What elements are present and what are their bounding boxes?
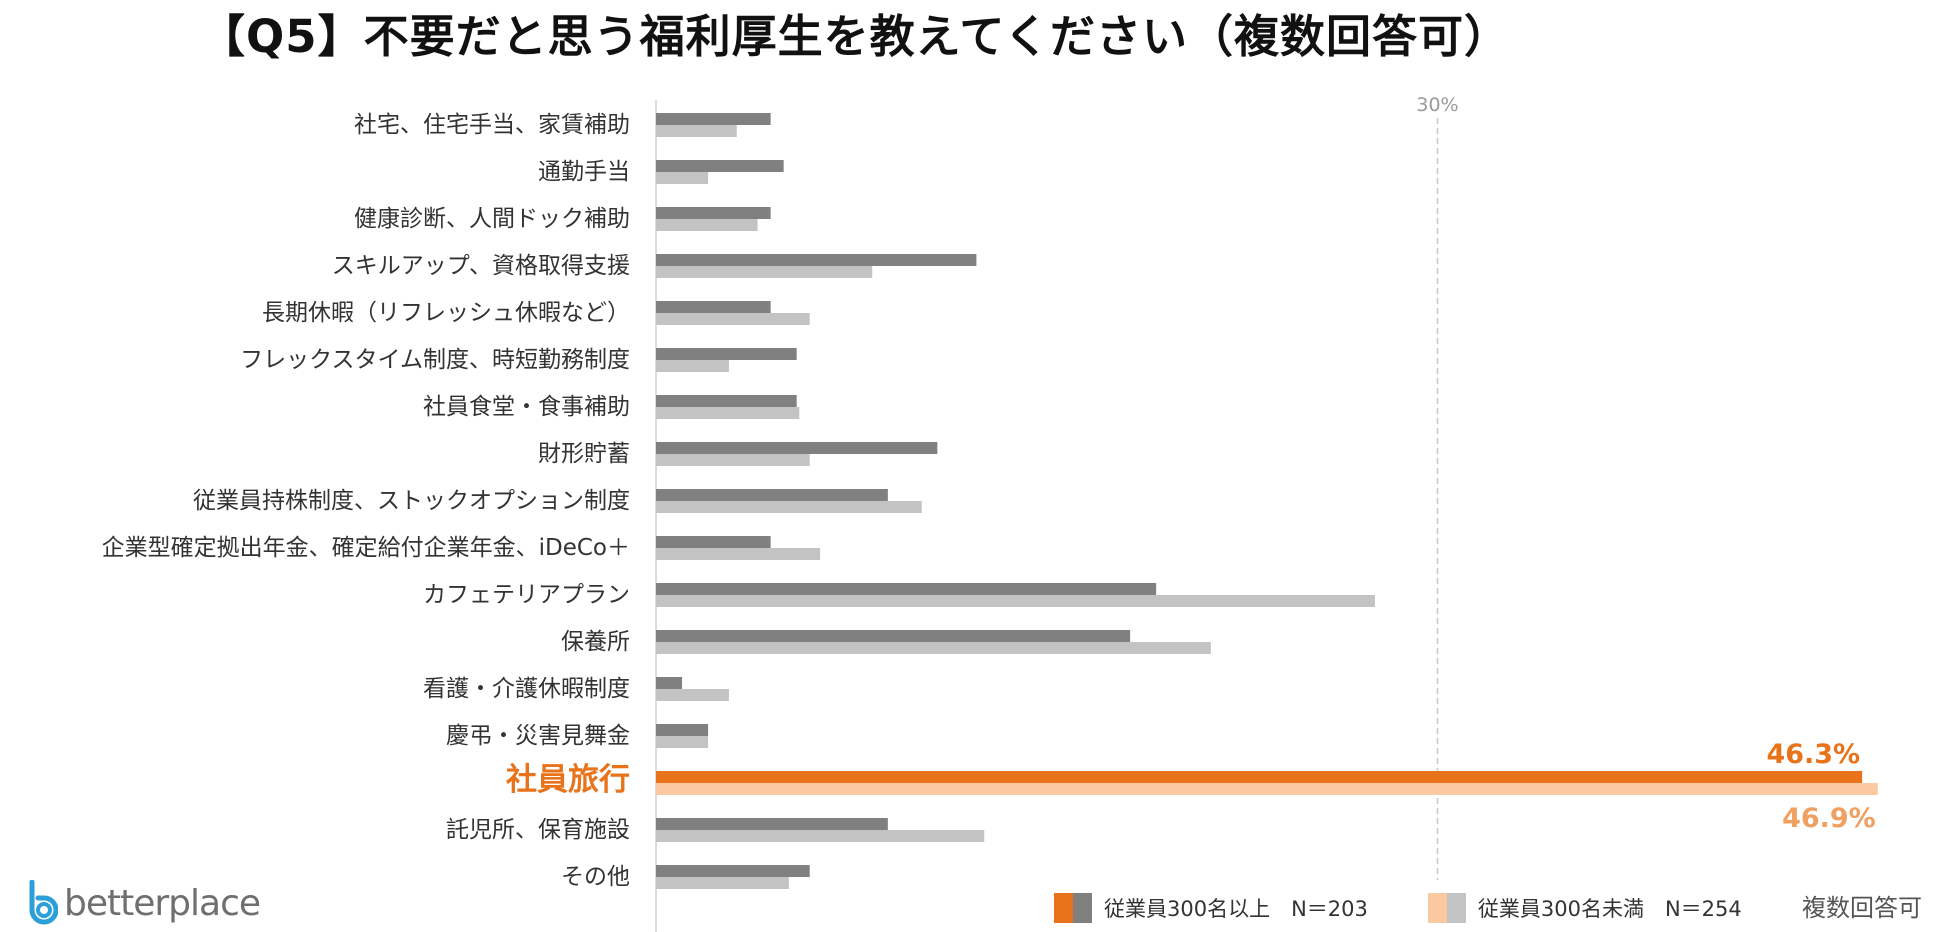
bar-series-b [656, 501, 922, 513]
bar-series-a [656, 489, 888, 501]
bar-series-a [656, 536, 771, 548]
legend: 従業員300名以上 N＝203 従業員300名未満 N＝254 [1054, 890, 1802, 926]
category-label: フレックスタイム制度、時短勤務制度 [240, 347, 630, 373]
bar-series-b [656, 830, 985, 842]
bar-series-a [656, 865, 810, 877]
reference-line-label: 30% [1416, 94, 1458, 116]
data-label-series-a: 46.3% [1766, 739, 1860, 770]
bar-series-b [656, 360, 729, 372]
bar-series-b [656, 172, 709, 184]
category-label: 託児所、保育施設 [446, 817, 630, 843]
legend-swatch-a [1054, 893, 1092, 923]
bar-series-a [656, 160, 784, 172]
bar-series-a [656, 254, 977, 266]
legend-label-a: 従業員300名以上 N＝203 [1104, 897, 1368, 921]
bar-series-a [656, 113, 771, 125]
category-label: 看護・介護休暇制度 [423, 676, 630, 702]
logo: betterplace [24, 878, 261, 928]
category-label: 企業型確定拠出年金、確定給付企業年金、iDeCo＋ [102, 535, 630, 561]
bar-series-b [656, 689, 729, 701]
legend-item-series-a: 従業員300名以上 N＝203 [1054, 893, 1368, 923]
bar-series-b [656, 313, 810, 325]
bar-series-a [656, 583, 1157, 595]
bar-series-b [656, 219, 758, 231]
page-title: 【Q5】不要だと思う福利厚生を教えてください（複数回答可） [200, 10, 1510, 63]
bar-series-a [656, 348, 797, 360]
bar-series-a [656, 395, 797, 407]
logo-text: betterplace [64, 882, 261, 924]
category-label: 財形貯蓄 [538, 441, 630, 467]
bar-series-b [656, 783, 1878, 795]
category-label: 社宅、住宅手当、家賃補助 [354, 112, 630, 138]
legend-swatch-b [1427, 893, 1466, 923]
category-label: 健康診断、人間ドック補助 [354, 206, 630, 232]
bar-series-b [656, 454, 810, 466]
footnote: 複数回答可 [1802, 894, 1922, 922]
category-label: 慶弔・災害見舞金 [446, 723, 630, 749]
category-label: スキルアップ、資格取得支援 [332, 253, 630, 279]
bar-series-b [656, 266, 873, 278]
bar-series-a [656, 207, 771, 219]
bar-series-a [656, 630, 1131, 642]
legend-item-series-b: 従業員300名未満 N＝254 [1427, 893, 1742, 923]
category-label: 社員旅行 [506, 762, 630, 798]
category-label: 通勤手当 [538, 159, 630, 185]
category-label: カフェテリアプラン [423, 582, 630, 608]
legend-label-b: 従業員300名未満 N＝254 [1477, 897, 1742, 921]
bar-series-b [656, 125, 737, 137]
bar-series-a [656, 724, 709, 736]
bar-series-a [656, 677, 683, 689]
bar-series-b [656, 736, 709, 748]
bar-series-b [656, 595, 1375, 607]
bar-series-a [656, 771, 1863, 783]
bar-series-b [656, 877, 789, 889]
category-label: 保養所 [561, 629, 630, 655]
bar-series-b [656, 548, 821, 560]
bar-series-b [656, 642, 1211, 654]
category-label: 社員食堂・食事補助 [423, 394, 630, 420]
betterplace-b-icon [29, 880, 58, 925]
bar-series-a [656, 442, 938, 454]
category-label: 従業員持株制度、ストックオプション制度 [193, 488, 630, 514]
data-label-series-b: 46.9% [1782, 803, 1876, 834]
bar-series-b [656, 407, 800, 419]
category-label: その他 [561, 864, 630, 890]
category-label: 長期休暇（リフレッシュ休暇など） [262, 300, 630, 326]
bar-series-a [656, 818, 888, 830]
bar-series-a [656, 301, 771, 313]
